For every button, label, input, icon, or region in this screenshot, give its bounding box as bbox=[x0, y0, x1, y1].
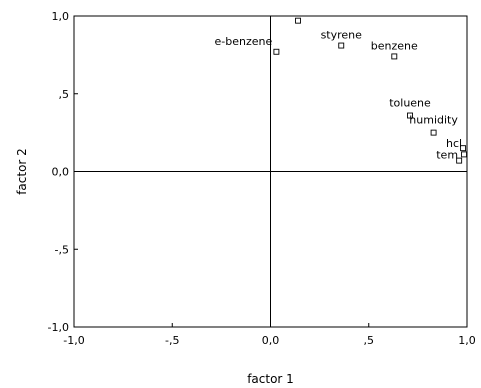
y-tick-label: -1,0 bbox=[48, 321, 69, 334]
x-tick-label: -,5 bbox=[165, 334, 179, 347]
x-tick-label: ,5 bbox=[364, 334, 375, 347]
y-tick-label: 0,0 bbox=[52, 166, 70, 179]
data-point-label: toluene bbox=[389, 97, 431, 110]
data-point-marker bbox=[295, 17, 301, 24]
data-point-marker bbox=[391, 53, 398, 60]
y-axis-ticks: -1,0 -,5 0,0 ,5 1,0 bbox=[48, 10, 78, 334]
x-tick-label: -1,0 bbox=[63, 334, 84, 347]
x-axis-ticks: -1,0 -,5 0,0 ,5 1,0 bbox=[63, 323, 476, 347]
data-point-marker bbox=[430, 129, 437, 136]
data-point-label: benzene bbox=[371, 39, 418, 52]
data-point-label: humidity bbox=[409, 114, 458, 127]
data-point-marker bbox=[460, 145, 467, 152]
data-point-marker bbox=[461, 151, 468, 158]
y-tick-label: 1,0 bbox=[52, 10, 70, 23]
y-axis-title: factor 2 bbox=[15, 148, 29, 195]
x-tick-label: 0,0 bbox=[262, 334, 280, 347]
x-tick-label: 1,0 bbox=[458, 334, 476, 347]
data-point-marker bbox=[273, 48, 280, 55]
data-point-label: tem bbox=[436, 149, 458, 162]
data-point-marker bbox=[456, 157, 463, 164]
x-axis-title: factor 1 bbox=[247, 372, 294, 386]
data-point-marker bbox=[407, 112, 413, 119]
y-tick-label: ,5 bbox=[59, 88, 70, 101]
data-points: e-benzene styrene benzene toluene humidity hc… bbox=[215, 17, 468, 164]
data-point-label: e-benzene bbox=[215, 35, 273, 48]
data-point-marker bbox=[338, 42, 345, 49]
data-point-label: hcl bbox=[446, 137, 462, 150]
data-point-label: styrene bbox=[321, 29, 363, 42]
y-tick-label: -,5 bbox=[55, 243, 69, 256]
